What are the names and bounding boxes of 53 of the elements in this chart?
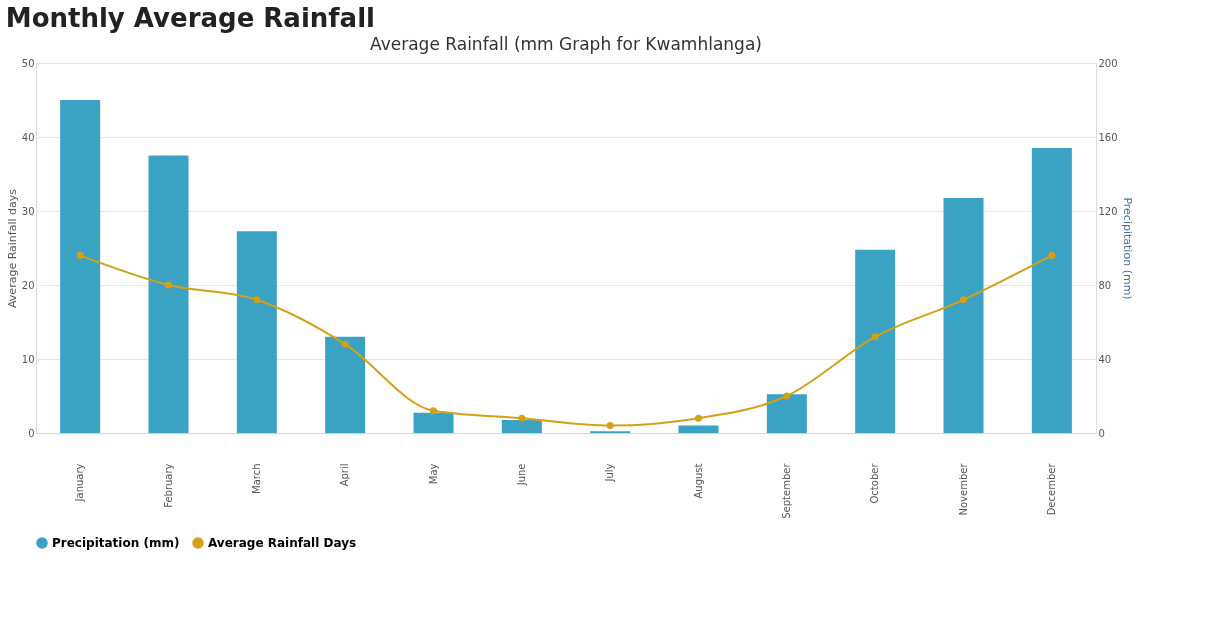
x-tick-label: July [604, 463, 616, 483]
legend-label: Average Rainfall Days [208, 536, 357, 550]
bar [501, 420, 542, 433]
point [341, 340, 349, 348]
bar [1031, 148, 1072, 433]
point [253, 296, 261, 304]
y2-tick-label: 160 [1098, 131, 1118, 143]
point [518, 414, 526, 422]
y-tick-label: 10 [21, 353, 35, 365]
y2-tick-label: 0 [1098, 427, 1105, 439]
x-tick-label: November [957, 462, 969, 516]
y2-tick-label: 120 [1098, 205, 1118, 217]
bar [766, 394, 807, 433]
y2-axis-title: Precipitation (mm) [1120, 197, 1134, 300]
point [1048, 251, 1056, 259]
point [871, 333, 879, 341]
x-tick-label: April [339, 463, 351, 487]
y-tick-label: 50 [21, 57, 35, 69]
bar [325, 336, 366, 433]
bar [855, 249, 896, 433]
y-tick-label: 40 [21, 131, 35, 143]
x-tick-label: June [515, 463, 527, 487]
x-tick-label: March [250, 463, 262, 494]
chart-subtitle: Average Rainfall (mm Graph for Kwamhlanga) [370, 34, 762, 54]
bar [148, 155, 189, 433]
x-tick-label: February [162, 463, 174, 508]
legend-label: Precipitation (mm) [52, 536, 180, 550]
point [164, 281, 173, 289]
x-tick-label: August [692, 463, 704, 499]
y2-tick-label: 80 [1098, 279, 1112, 291]
y2-tick-label: 200 [1098, 57, 1118, 69]
y2-tick-label: 40 [1098, 353, 1112, 365]
bar [678, 425, 719, 433]
bar [236, 231, 277, 433]
y-tick-label: 0 [28, 427, 35, 439]
bar [60, 100, 101, 433]
point [76, 251, 84, 259]
y-axis-title: Average Rainfall days [5, 188, 19, 309]
bar [413, 412, 454, 433]
point [606, 422, 614, 430]
point [694, 414, 703, 422]
bar [943, 198, 984, 433]
x-tick-label: December [1045, 462, 1057, 516]
point [959, 296, 968, 304]
point [429, 407, 438, 415]
x-tick-label: May [427, 463, 439, 485]
x-tick-label: October [869, 462, 881, 504]
x-tick-label: September [780, 462, 792, 519]
chart-title: Monthly Average Rainfall [5, 2, 375, 33]
y-tick-label: 20 [21, 279, 35, 291]
x-tick-label: January [74, 463, 86, 503]
y-tick-label: 30 [21, 205, 35, 217]
point [783, 392, 791, 400]
